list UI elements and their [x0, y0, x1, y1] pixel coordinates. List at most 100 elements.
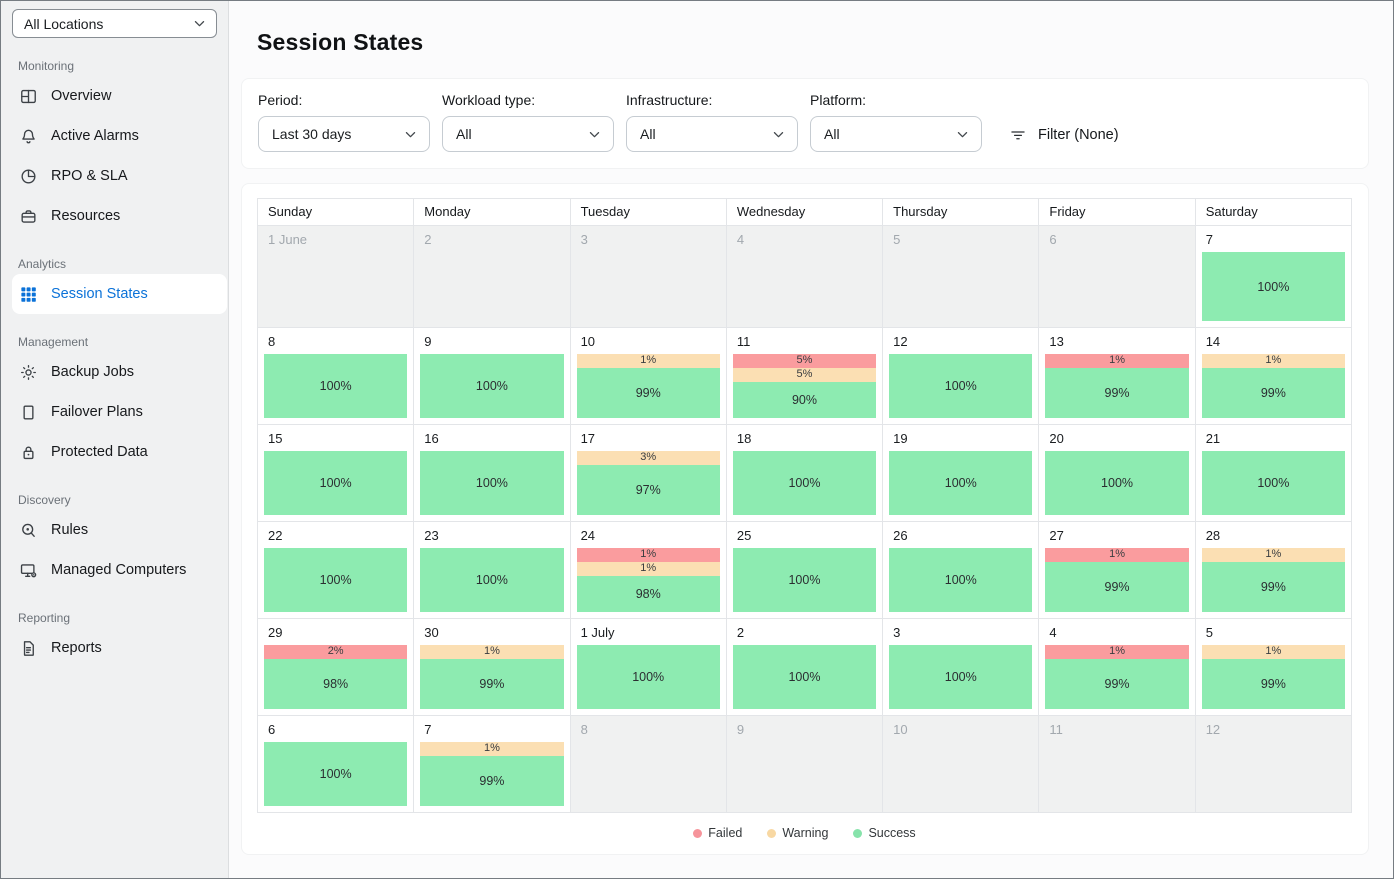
chevron-down-icon	[191, 16, 207, 32]
day-cell-26[interactable]: 26 100%	[882, 521, 1040, 619]
segment-warning: 3%	[576, 451, 720, 465]
sidebar-item-managed-computers[interactable]: Managed Computers	[1, 550, 228, 590]
filter-button[interactable]: Filter (None)	[1009, 126, 1119, 144]
day-number: 13	[1049, 334, 1064, 349]
day-cell-18[interactable]: 18 100%	[725, 424, 884, 522]
day-cell-4[interactable]: 4 1% 99%	[1038, 618, 1196, 716]
session-states-calendar: Sunday Monday Tuesday Wednesday Thursday Frid…	[256, 198, 1353, 813]
day-number: 18	[736, 431, 752, 446]
segment-success: 99%	[1045, 368, 1189, 418]
day-header-tuesday: Tuesday	[569, 198, 727, 226]
gear-icon	[18, 362, 38, 382]
day-cell-3[interactable]: 3 100%	[882, 618, 1040, 716]
segment-success: 90%	[732, 382, 877, 418]
nav-section-management: Management	[18, 335, 89, 349]
day-cell-15[interactable]: 15 100%	[256, 424, 415, 522]
segment-success: 99%	[1201, 368, 1345, 418]
day-number: 14	[1205, 334, 1221, 349]
segment-warning: 1%	[420, 742, 564, 756]
day-cell-29[interactable]: 29 2% 98%	[256, 618, 415, 716]
day-cell-24[interactable]: 24 1% 1% 98%	[569, 521, 727, 619]
day-cell-30[interactable]: 30 1% 99%	[413, 618, 571, 716]
day-number: 15	[268, 431, 283, 446]
day-number: 29	[268, 625, 283, 640]
day-status-bars: 100%	[264, 451, 408, 515]
day-cell-1-june: 1 June	[256, 225, 415, 328]
select-workload-type[interactable]: All	[442, 116, 614, 152]
filter-field-label: Workload type:	[442, 92, 536, 108]
sidebar-item-label: Resources	[51, 208, 121, 224]
segment-success: 100%	[1045, 451, 1189, 515]
day-number: 6	[268, 722, 276, 737]
sidebar-item-protected-data[interactable]: Protected Data	[1, 432, 228, 472]
segment-failed: 2%	[264, 645, 408, 659]
segment-success: 99%	[1201, 659, 1345, 709]
select-platform[interactable]: All	[810, 116, 982, 152]
day-cell-10[interactable]: 10 1% 99%	[569, 327, 727, 425]
day-cell-11[interactable]: 11 5% 5% 90%	[725, 327, 884, 425]
day-cell-6[interactable]: 6 100%	[256, 715, 415, 813]
sidebar-item-backup-jobs[interactable]: Backup Jobs	[1, 352, 228, 392]
day-cell-5[interactable]: 5 1% 99%	[1194, 618, 1353, 716]
day-cell-7[interactable]: 7 100%	[1194, 225, 1353, 328]
nav-section-monitoring: Monitoring	[18, 59, 75, 73]
day-number: 10	[893, 722, 908, 737]
day-number: 10	[580, 334, 596, 349]
day-cell-9: 9	[725, 715, 884, 813]
sidebar-item-resources[interactable]: Resources	[1, 196, 228, 236]
day-number: 11	[1049, 722, 1063, 737]
day-cell-12[interactable]: 12 100%	[882, 327, 1040, 425]
segment-success: 100%	[264, 451, 408, 515]
select-period[interactable]: Last 30 days	[258, 116, 430, 152]
day-cell-1-july[interactable]: 1 July 100%	[569, 618, 727, 716]
day-cell-8[interactable]: 8 100%	[256, 327, 415, 425]
day-cell-9[interactable]: 9 100%	[413, 327, 571, 425]
segment-failed: 5%	[732, 354, 877, 368]
sidebar-item-active-alarms[interactable]: Active Alarms	[1, 116, 228, 156]
segment-success: 99%	[1201, 562, 1345, 612]
location-selector[interactable]: All Locations	[12, 9, 217, 38]
day-number: 1 July	[580, 625, 615, 640]
sidebar: All Locations Monitoring Overview Active A…	[1, 1, 229, 878]
sidebar-item-overview[interactable]: Overview	[1, 76, 228, 116]
calendar-panel: Sunday Monday Tuesday Wednesday Thursday Frid…	[241, 183, 1369, 855]
select-value: All	[824, 126, 840, 142]
sidebar-item-rpo-sla[interactable]: RPO & SLA	[1, 156, 228, 196]
sidebar-item-session-states[interactable]: Session States	[12, 274, 227, 314]
day-number: 9	[736, 722, 745, 737]
day-cell-16[interactable]: 16 100%	[413, 424, 571, 522]
day-number: 11	[736, 334, 751, 349]
segment-warning: 1%	[1201, 354, 1345, 368]
day-header-saturday: Saturday	[1194, 198, 1353, 226]
legend-label: Warning	[782, 826, 829, 840]
day-number: 20	[1049, 431, 1064, 446]
day-cell-27[interactable]: 27 1% 99%	[1038, 521, 1196, 619]
segment-failed: 1%	[576, 548, 720, 562]
day-cell-25[interactable]: 25 100%	[725, 521, 884, 619]
day-header-friday: Friday	[1038, 198, 1196, 226]
day-status-bars: 2% 98%	[264, 645, 408, 709]
day-cell-22[interactable]: 22 100%	[256, 521, 415, 619]
day-number: 3	[893, 625, 901, 640]
day-status-bars: 100%	[264, 354, 408, 418]
sidebar-item-reports[interactable]: Reports	[1, 628, 228, 668]
day-cell-23[interactable]: 23 100%	[413, 521, 571, 619]
day-cell-28[interactable]: 28 1% 99%	[1194, 521, 1353, 619]
day-cell-14[interactable]: 14 1% 99%	[1194, 327, 1353, 425]
select-infrastructure[interactable]: All	[626, 116, 798, 152]
day-cell-20[interactable]: 20 100%	[1038, 424, 1196, 522]
chevron-down-icon	[402, 126, 418, 142]
day-cell-17[interactable]: 17 3% 97%	[569, 424, 727, 522]
day-number: 30	[424, 625, 439, 640]
day-number: 3	[580, 232, 588, 247]
day-cell-2[interactable]: 2 100%	[725, 618, 884, 716]
day-cell-19[interactable]: 19 100%	[882, 424, 1040, 522]
sidebar-item-failover-plans[interactable]: Failover Plans	[1, 392, 228, 432]
filter-field-period: Period: Last 30 days	[258, 92, 430, 152]
sidebar-item-rules[interactable]: Rules	[1, 510, 228, 550]
segment-success: 98%	[576, 576, 720, 612]
day-cell-7[interactable]: 7 1% 99%	[413, 715, 571, 813]
day-cell-13[interactable]: 13 1% 99%	[1038, 327, 1196, 425]
calendar-header-row: Sunday Monday Tuesday Wednesday Thursday Frid…	[256, 198, 1353, 226]
day-cell-21[interactable]: 21 100%	[1194, 424, 1353, 522]
